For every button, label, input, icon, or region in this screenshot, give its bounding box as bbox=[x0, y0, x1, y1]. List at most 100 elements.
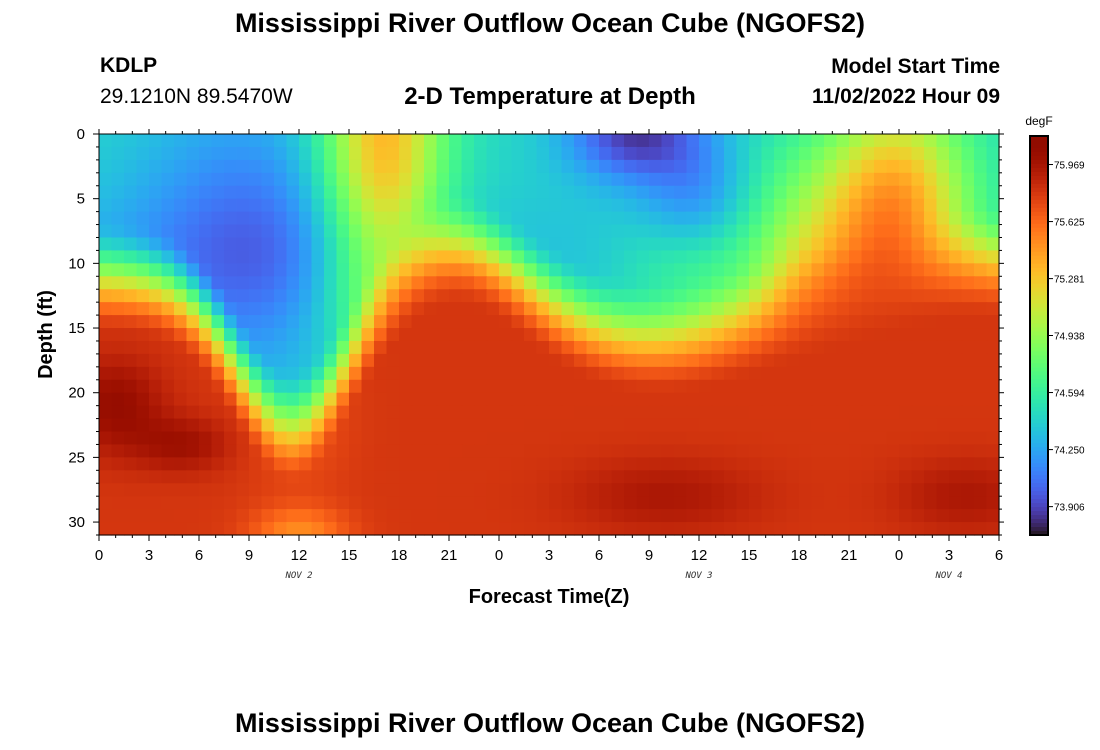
heatmap-cell bbox=[386, 315, 400, 329]
heatmap-cell bbox=[949, 302, 963, 316]
heatmap-cell bbox=[524, 418, 538, 433]
heatmap-cell bbox=[361, 366, 375, 381]
heatmap-cell bbox=[811, 470, 825, 484]
heatmap-cell bbox=[161, 328, 175, 342]
heatmap-cell bbox=[711, 483, 725, 497]
heatmap-cell bbox=[199, 353, 213, 368]
heatmap-cell bbox=[786, 340, 800, 355]
heatmap-cell bbox=[124, 522, 138, 536]
heatmap-cell bbox=[461, 392, 475, 407]
heatmap-cell bbox=[699, 146, 713, 161]
heatmap-cell bbox=[161, 263, 175, 277]
heatmap-cell bbox=[799, 315, 813, 329]
heatmap-cell bbox=[286, 134, 300, 148]
heatmap-cell bbox=[811, 483, 825, 497]
heatmap-cell bbox=[761, 263, 775, 277]
x-tick-label: 0 bbox=[895, 547, 903, 564]
colorbar-swatch bbox=[1030, 479, 1048, 484]
heatmap-cell bbox=[536, 211, 550, 226]
heatmap-cell bbox=[911, 418, 925, 433]
heatmap-cell bbox=[349, 276, 363, 290]
heatmap-cell bbox=[199, 198, 213, 213]
heatmap-cell bbox=[336, 237, 350, 252]
heatmap-cell bbox=[261, 366, 275, 381]
heatmap-cell bbox=[461, 159, 475, 174]
heatmap-cell bbox=[274, 392, 288, 407]
heatmap-cell bbox=[136, 444, 150, 458]
colorbar-swatch bbox=[1030, 167, 1048, 173]
heatmap-cell bbox=[811, 185, 825, 200]
heatmap-cell bbox=[199, 134, 213, 148]
heatmap-cell bbox=[961, 224, 975, 239]
heatmap-cell bbox=[449, 431, 463, 446]
heatmap-cell bbox=[849, 302, 863, 316]
heatmap-cell bbox=[699, 366, 713, 381]
heatmap-cell bbox=[424, 522, 438, 536]
heatmap-cell bbox=[961, 211, 975, 226]
heatmap-cell bbox=[749, 496, 763, 510]
heatmap-cell bbox=[799, 405, 813, 420]
heatmap-cell bbox=[624, 392, 638, 407]
heatmap-cell bbox=[974, 198, 988, 213]
heatmap-cell bbox=[899, 392, 913, 407]
heatmap-cell bbox=[111, 379, 125, 394]
heatmap-cell bbox=[136, 366, 150, 381]
heatmap-cell bbox=[624, 405, 638, 420]
heatmap-cell bbox=[224, 146, 238, 161]
heatmap-cell bbox=[286, 250, 300, 264]
heatmap-cell bbox=[624, 146, 638, 161]
heatmap-cell bbox=[786, 198, 800, 213]
heatmap-cell bbox=[511, 522, 525, 536]
heatmap-cell bbox=[849, 328, 863, 342]
heatmap-cell bbox=[161, 496, 175, 510]
heatmap-cell bbox=[886, 418, 900, 433]
heatmap-cell bbox=[811, 509, 825, 523]
heatmap-cell bbox=[411, 392, 425, 407]
heatmap-cell bbox=[424, 457, 438, 471]
heatmap-cell bbox=[249, 353, 263, 368]
heatmap-cell bbox=[974, 172, 988, 187]
heatmap-cell bbox=[911, 250, 925, 264]
heatmap-cell bbox=[749, 353, 763, 368]
colorbar-swatch bbox=[1030, 315, 1048, 321]
heatmap-cell bbox=[811, 172, 825, 187]
heatmap-cell bbox=[924, 159, 938, 174]
heatmap-cell bbox=[124, 211, 138, 226]
heatmap-cell bbox=[711, 276, 725, 290]
heatmap-cell bbox=[186, 263, 200, 277]
heatmap-cell bbox=[949, 146, 963, 161]
colorbar-swatch bbox=[1030, 223, 1048, 229]
heatmap-cell bbox=[199, 185, 213, 200]
heatmap-cell bbox=[611, 276, 625, 290]
heatmap-cell bbox=[836, 263, 850, 277]
heatmap-cell bbox=[974, 392, 988, 407]
heatmap-cell bbox=[99, 457, 113, 471]
heatmap-cell bbox=[824, 289, 838, 303]
heatmap-cell bbox=[724, 237, 738, 252]
heatmap-cell bbox=[586, 496, 600, 510]
heatmap-cell bbox=[949, 457, 963, 471]
heatmap-cell bbox=[274, 289, 288, 303]
heatmap-cell bbox=[924, 237, 938, 252]
heatmap-cell bbox=[674, 470, 688, 484]
heatmap-cell bbox=[236, 237, 250, 252]
heatmap-cell bbox=[699, 509, 713, 523]
heatmap-cell bbox=[724, 328, 738, 342]
colorbar-swatch bbox=[1030, 307, 1048, 313]
heatmap-cell bbox=[736, 392, 750, 407]
heatmap-cell bbox=[661, 522, 675, 536]
heatmap-cell bbox=[711, 134, 725, 148]
heatmap-cell bbox=[824, 302, 838, 316]
heatmap-cell bbox=[211, 263, 225, 277]
heatmap-cell bbox=[774, 276, 788, 290]
heatmap-cell bbox=[811, 392, 825, 407]
heatmap-cell bbox=[449, 483, 463, 497]
heatmap-cell bbox=[224, 483, 238, 497]
heatmap-cell bbox=[411, 224, 425, 239]
heatmap-cell bbox=[749, 211, 763, 226]
heatmap-cell bbox=[549, 198, 563, 213]
colorbar-swatch bbox=[1030, 136, 1048, 141]
heatmap-cell bbox=[936, 302, 950, 316]
heatmap-cell bbox=[261, 431, 275, 446]
heatmap-cell bbox=[911, 444, 925, 458]
